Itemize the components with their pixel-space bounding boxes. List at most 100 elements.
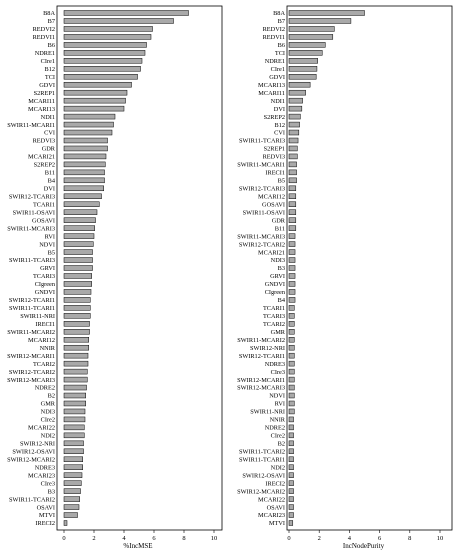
incnodepurity-bar [288,34,334,40]
incnodepurity-bar [288,233,296,239]
incmse-category-label: REDVI1 [33,34,55,41]
incnodepurity-bar [288,10,365,16]
incmse-bar [63,10,189,16]
incmse-category-label: NNIR [40,345,56,352]
incmse-bar [63,209,98,215]
incmse-category-label: NDRE2 [35,385,55,392]
incnodepurity-category-label: MCARI11 [258,90,285,97]
incnodepurity-category-label: SWIR11-MCARI1 [237,162,285,169]
incnodepurity-bar [288,472,294,478]
incmse-category-label: SWIR12-MCARI1 [7,353,55,360]
incnodepurity-bar [288,408,295,415]
incmse-bar [63,137,108,144]
incnodepurity-bar [288,209,297,215]
incmse-category-label: CIre2 [41,417,55,424]
incnodepurity-bar [288,97,303,104]
incmse-bar [63,384,87,391]
incnodepurity-bar [288,161,297,168]
incnodepurity-bar [288,217,297,223]
incnodepurity-category-label: SWIR11-TCARI2 [239,448,285,455]
incmse-category-label: B3 [48,488,55,495]
incmse-bar [63,265,93,271]
incmse-category-label: TCARI2 [33,361,55,368]
incnodepurity-category-label: SWIR11-OSAVI [243,209,285,216]
incmse-bar [63,225,95,231]
incmse-category-label: MTVI [39,512,55,519]
incnodepurity-category-label: CIre1 [271,66,285,73]
incmse-category-label: SWIR12-MCARI2 [7,456,55,463]
incmse-category-label: B11 [45,170,55,177]
incnodepurity-bar [288,376,295,383]
incnodepurity-category-label: OSAVI [267,504,285,511]
incnodepurity-bar [288,496,294,502]
incmse-bar [63,392,86,399]
incmse-bar [63,360,89,367]
incmse-bar [63,496,80,502]
incnodepurity-category-label: NDRE2 [265,425,285,432]
incnodepurity-bar [288,74,317,80]
incnodepurity-category-label: SWIR12-MCARI2 [237,488,285,495]
incnodepurity-category-label: SWIR11-TCARI3 [239,138,285,145]
incnodepurity-category-label: NDI3 [271,257,285,264]
incmse-category-label: SWIR12-OSAVI [12,448,55,455]
incnodepurity-bar [288,520,294,526]
incmse-bar [63,121,114,128]
incmse-category-label: GDR [42,146,56,153]
incmse-category-label: GNDVI [35,289,55,296]
incmse-category-label: MCARI23 [28,472,55,479]
incnodepurity-bar [288,169,297,176]
incmse-bar [63,464,83,470]
incnodepurity-bar [288,488,294,494]
incmse-category-label: TCI [45,74,55,81]
incmse-bar [63,472,83,478]
incnodepurity-category-label: NDRE3 [265,361,285,368]
incmse-bar [63,289,92,295]
incnodepurity-bar [288,121,300,128]
incmse-category-label: NDVI [39,241,55,248]
incnodepurity-x-tick-label: 10 [437,535,444,542]
incmse-bar [63,153,107,160]
incmse-x-axis-title: %IncMSE [123,542,152,550]
incnodepurity-bar [288,448,294,455]
incmse-category-label: SWIR12-MCARI3 [7,377,55,384]
incmse-category-label: MCARI22 [28,425,55,432]
incnodepurity-category-label: REDVI3 [263,154,285,161]
incnodepurity-category-label: SWIR11-MCARI3 [237,233,285,240]
incmse-category-label: MCARI21 [28,154,55,161]
incnodepurity-bar [288,504,294,510]
incmse-category-label: REDVI2 [33,26,55,33]
incmse-bar [63,337,89,343]
incnodepurity-bar [288,384,295,391]
incmse-bar [63,105,125,112]
incmse-category-label: B5 [48,249,55,256]
incnodepurity-category-label: MCARI22 [258,496,285,503]
incnodepurity-category-label: B7 [278,18,285,25]
incnodepurity-bar [288,360,295,367]
incmse-bar [63,241,94,247]
incnodepurity-x-tick-label: 8 [408,535,411,542]
incnodepurity-bar [288,440,294,447]
incmse-bar [63,448,84,455]
incnodepurity-bar [288,464,294,470]
incmse-category-label: SWIR12-TCARI1 [9,297,55,304]
incnodepurity-bar [288,424,294,431]
incmse-category-label: B12 [45,66,56,73]
incmse-bar [63,185,104,192]
incnodepurity-category-label: REDVI1 [263,34,285,41]
incnodepurity-category-label: SWIR12-TCARI3 [239,186,285,193]
incmse-x-tick-label: 6 [152,535,156,542]
incnodepurity-category-label: B3 [278,265,285,272]
incmse-bar [63,97,126,104]
incnodepurity-category-label: GOSAVI [262,201,285,208]
incmse-bar [63,217,96,223]
incmse-category-label: SWIR12-TCARI2 [9,369,55,376]
incmse-category-label: GRVI [40,265,55,272]
incnodepurity-bar [288,113,301,120]
incnodepurity-bar [288,273,296,279]
incmse-category-label: OSAVI [37,504,55,511]
incmse-category-label: SWIR11-TCARI3 [9,257,55,264]
incnodepurity-bar [288,392,295,399]
incmse-bar [63,89,128,96]
incmse-category-label: TCARI3 [33,273,55,280]
incnodepurity-x-tick-label: 4 [348,535,352,542]
